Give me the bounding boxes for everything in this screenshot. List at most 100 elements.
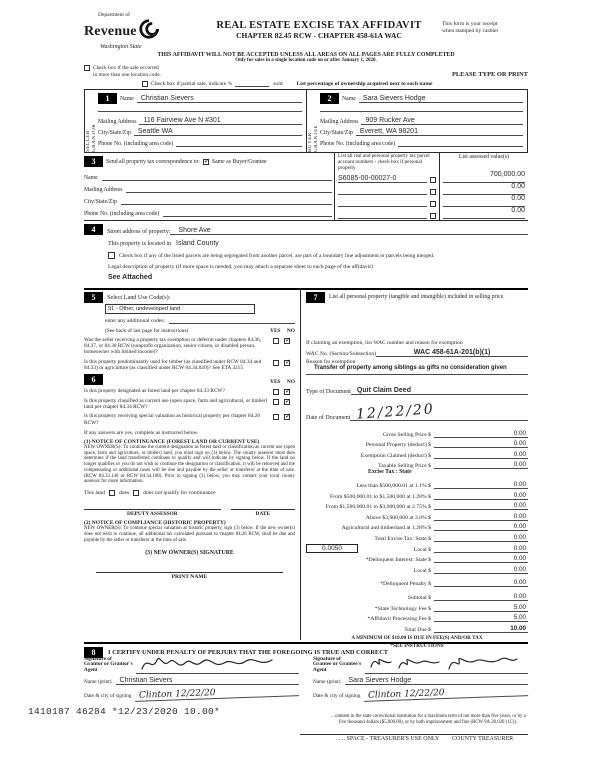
send-correspondence-label: Send all property tax correspondence to: [106, 158, 200, 165]
grantor-name-row: Name (print) Christian Sievers [84, 674, 299, 686]
grantor-signature-label: Signature of Grantor or Grantor's Agent [84, 656, 136, 674]
grantor-signature-ink [140, 653, 280, 675]
wac-value: WAC 458-61A-201(b)(1) [376, 349, 528, 358]
seller-address-label: Mailing Address [98, 119, 137, 126]
buyer-fields: 2 Name Sara Sievers Hodge Mailing Addres… [320, 90, 527, 152]
minimum-fee-note: A MINIMUM OF $10.00 IS DUE IN FEE(S) AND… [351, 634, 483, 641]
certification-section: 8 I CERTIFY UNDER PENALTY OF PERJURY THA… [84, 642, 529, 702]
corr-phone-label: Phone No. (including area code) [84, 211, 160, 218]
buyer-phone-value [398, 146, 523, 148]
exemption-claimed-label: Exemption Claimed (deduct) $ [360, 452, 431, 459]
state-technology-fee-row: *State Technology Fee $ 5.00 [306, 601, 528, 612]
see-instructions-note: *SEE INSTRUCTIONS [390, 642, 444, 649]
instructions-note: (See back of last page for instructions) [105, 328, 189, 335]
excise-tax-table: Gross Selling Price $ 0.00 Personal Prop… [306, 427, 528, 649]
assessed-value-header: List assessed value(s) [458, 154, 510, 161]
doc-date-row: Date of Document 12/22/20 [306, 401, 528, 423]
parcel-number-4 [338, 218, 427, 220]
tier4-label: Above $3,000,000 at 3.0% $ [365, 514, 431, 521]
segregated-note: Check box if any of the listed parcels a… [119, 253, 435, 260]
section-7-header: 7 List all personal property (tangible a… [306, 290, 528, 304]
partial-sale-checkbox [142, 81, 148, 88]
parcel-row-1: S6085-00-00027-0 [338, 171, 436, 184]
left-column: 5 Select Land Use Code(s): 91 - Other, u… [84, 288, 300, 640]
total-due-row: Total Due $ 10.00 [306, 622, 528, 633]
corr-csz-row: City/State/Zip [84, 193, 332, 206]
grantee-signature-row: Signature of Grantee or Grantee's Agent [313, 656, 528, 675]
certify-row: 8 I CERTIFY UNDER PENALTY OF PERJURY THA… [84, 646, 528, 659]
sec6-yes-no-labels: YES NO [270, 379, 295, 385]
parcel-column: List all real and personal property tax … [334, 153, 440, 221]
reason-value: Transfer of property among siblings as g… [306, 365, 528, 376]
street-address-value: Shore Ave [170, 227, 528, 236]
gross-selling-price-row: Gross Selling Price $ 0.00 [306, 427, 528, 438]
delinquent-interest-state-label: *Delinquent Interest: State $ [365, 557, 431, 564]
sec6-q1-no-checkbox [284, 387, 291, 395]
sec5-q2-answers [273, 358, 295, 371]
subtotal-value: 0.00 [434, 593, 528, 601]
correspondence-column: 3 Send all property tax correspondence t… [84, 153, 334, 220]
exemption-claimed-value: 0.00 [434, 451, 528, 459]
doc-type-row: Type of Document Quit Claim Deed [306, 383, 528, 396]
personal-property-checkbox-1 [430, 177, 436, 184]
assessed-value-4: 0.00 [443, 207, 525, 220]
additional-codes-line [169, 323, 295, 325]
gross-selling-price-label: Gross Selling Price $ [382, 431, 431, 438]
located-in-value: Island County [176, 240, 219, 248]
right-column: 7 List all personal property (tangible a… [300, 288, 528, 649]
doc-type-label: Type of Document [306, 389, 351, 396]
grantee-vertical-label: GRANTEE [314, 124, 319, 153]
section-2-number: 2 [320, 93, 339, 105]
receipt-note: This form is your receipt when stamped b… [442, 12, 528, 35]
sec6-question-1: Is this property designated as forest la… [84, 387, 295, 395]
personal-property-blank [306, 304, 528, 340]
agricultural-value: 0.00 [434, 523, 528, 532]
dor-swirl-icon [137, 18, 161, 44]
section-3-number: 3 [84, 156, 103, 168]
if-yes-note: If any answers are yes, complete as inst… [84, 429, 199, 436]
legal-description-value: See Attached [108, 274, 153, 282]
sec6-q2-no-checkbox [284, 397, 291, 405]
tier2-label: From $500,000.01 to $1,500,000 at 1.28% … [330, 493, 431, 500]
seller-name-label: Name [120, 95, 134, 102]
seller-name-extra-line [98, 105, 302, 113]
personal-property-checkbox-3 [430, 201, 436, 208]
does-checkbox [108, 490, 115, 497]
doc-date-handwritten: 12/22/20 [355, 401, 436, 423]
section-4-number: 4 [84, 224, 103, 236]
street-address-row: 4 Street address of property: Shore Ave [84, 223, 528, 236]
grantee-name-print-label: Name (print) [313, 679, 341, 686]
grantor-name-print-label: Name (print) [84, 679, 112, 686]
sec5-yes-no-header: (See back of last page for instructions)… [84, 324, 295, 334]
affidavit-processing-fee-label: *Affidavit Processing Fee $ [367, 616, 431, 623]
buyer-vertical-label: BUYER [308, 132, 313, 153]
subtotal-label: Subtotal $ [407, 594, 431, 601]
seller-name-row: 1 Name Christian Sievers [98, 92, 302, 105]
send-correspondence-row: 3 Send all property tax correspondence t… [84, 154, 332, 169]
deputy-assessor-label: DEPUTY ASSESSOR [84, 509, 221, 517]
same-as-buyer-checkbox [202, 157, 210, 165]
buyer-address-label: Mailing Address [320, 119, 359, 126]
sec6-q2-answers [273, 397, 295, 410]
dor-logo-block: Department of Revenue Washington State [84, 12, 196, 51]
does-label: does [118, 490, 130, 497]
multi-location-line2: in more than one location code. [93, 71, 161, 78]
lower-columns: 5 Select Land Use Code(s): 91 - Other, u… [84, 288, 528, 649]
personal-property-deduct-label: Personal Property (deduct) $ [365, 442, 431, 449]
segregated-row: Check box if any of the listed parcels a… [84, 247, 528, 260]
sec6-question-3: Is this property receiving special valua… [84, 412, 295, 425]
grantee-signature-line [365, 657, 528, 675]
land-use-code-box: 91 - Other, undeveloped land [105, 304, 255, 315]
corr-address-line [126, 192, 332, 194]
notice-continuance-title: (1) NOTICE OF CONTINUANCE (FOREST LAND O… [84, 438, 260, 445]
buyer-csz-value: Everett, WA 98201 [355, 128, 523, 137]
sec5-q1-text: Was the seller receiving a property tax … [84, 337, 262, 356]
street-address-label: Street address of property: [107, 229, 171, 236]
delinquent-penalty-label: *Delinquent Penalty $ [380, 581, 431, 588]
grantee-name-row: Name (print) Sara Sievers Hodge [313, 674, 528, 686]
delinquent-interest-local-label: Local $ [413, 567, 431, 574]
sec5-q2-no-checkbox [284, 358, 291, 366]
ownership-note: List percentage of ownership acquired ne… [296, 81, 433, 88]
grantee-date-row: Date & city of signing Clinton 12/22/20 [313, 685, 529, 702]
